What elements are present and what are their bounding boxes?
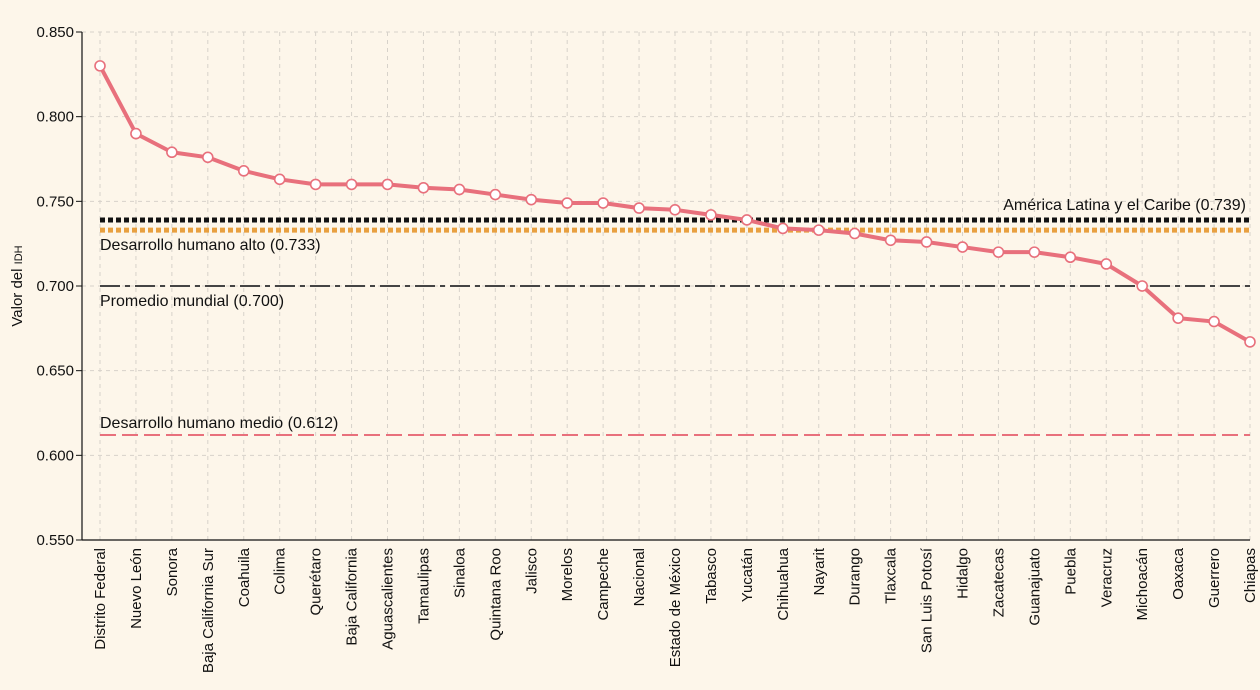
x-tick-label: Querétaro: [308, 548, 325, 616]
x-tick-label: Puebla: [1062, 547, 1079, 594]
data-point: [489, 188, 502, 201]
x-tick-label: Nuevo León: [128, 548, 145, 629]
data-point: [956, 241, 969, 253]
y-tick-label: 0.600: [36, 447, 74, 464]
x-tick-label: Campeche: [595, 548, 612, 621]
data-point: [1100, 258, 1113, 270]
y-tick-label: 0.700: [36, 278, 74, 295]
x-tick-label: Baja California Sur: [200, 548, 217, 673]
x-tick-label: Yucatán: [739, 548, 756, 602]
data-point: [309, 178, 322, 191]
data-point: [992, 246, 1005, 258]
data-point: [741, 214, 753, 226]
x-tick-label: Jalisco: [523, 548, 540, 594]
x-tick-label: Chihuahua: [775, 547, 792, 620]
data-point: [273, 173, 286, 186]
reference-line-label: Desarrollo humano medio (0.612): [100, 415, 338, 432]
series: [94, 60, 1256, 348]
data-point: [1208, 315, 1220, 328]
x-tick-label: Sonora: [164, 547, 181, 596]
reference-line-label: América Latina y el Caribe (0.739): [1003, 197, 1246, 214]
data-point: [1028, 246, 1041, 258]
x-tick-label: Sinaloa: [451, 547, 468, 598]
x-tick-label: Zacatecas: [990, 548, 1007, 617]
x-tick-label: Nacional: [631, 548, 648, 606]
y-tick-label: 0.800: [36, 109, 74, 126]
data-point: [1244, 336, 1256, 348]
y-tick-label: 0.850: [36, 24, 74, 41]
data-point: [381, 178, 394, 191]
data-point: [561, 197, 573, 209]
y-axis-title-main: Valor del: [9, 264, 26, 326]
x-tick-label: Guerrero: [1206, 548, 1223, 608]
x-tick-label: Coahuila: [236, 547, 253, 607]
data-point: [237, 165, 250, 177]
data-point: [777, 222, 789, 235]
data-point: [166, 146, 178, 159]
reference-line-label: Promedio mundial (0.700): [100, 293, 284, 310]
x-tick-label: Baja California: [344, 547, 361, 645]
axes: 0.550 0.600 0.650 0.700 0.750 0.800 0.850 Distr…: [36, 24, 1259, 673]
data-point: [130, 127, 142, 140]
x-tick-label: Tlaxcala: [883, 547, 900, 604]
data-point: [812, 224, 825, 236]
x-tick-label: Guanajuato: [1026, 548, 1043, 626]
y-tick-label: 0.650: [36, 363, 74, 380]
data-point: [1064, 251, 1077, 264]
x-tick-label: Morelos: [559, 548, 576, 601]
y-tick-label: 0.550: [36, 532, 74, 549]
reference-line-label: Desarrollo humano alto (0.733): [100, 237, 321, 254]
data-point: [94, 60, 106, 72]
data-point: [669, 204, 681, 216]
data-point: [705, 209, 717, 221]
data-point: [633, 202, 645, 214]
x-tick-label: Durango: [847, 548, 864, 606]
x-tick-label: Quintana Roo: [487, 548, 504, 641]
x-tick-label: Estado de México: [667, 548, 684, 667]
data-point: [417, 181, 430, 194]
data-point: [345, 178, 358, 191]
data-point: [1136, 280, 1148, 292]
x-tick-label: Michoacán: [1134, 548, 1151, 621]
x-tick-label: Tabasco: [703, 548, 720, 604]
data-point: [202, 151, 214, 164]
x-tick-label: Nayarit: [811, 547, 828, 595]
data-point: [848, 227, 861, 240]
x-tick-label: Distrito Federal: [92, 548, 109, 650]
x-tick-label: Tamaulipas: [415, 548, 432, 624]
y-tick-label: 0.750: [36, 193, 74, 210]
data-point: [884, 234, 897, 247]
data-point: [1172, 312, 1184, 324]
y-axis-title: Valor del IDH: [9, 245, 26, 326]
reference-lines: [100, 217, 1250, 437]
labels: América Latina y el Caribe (0.739) Desarr…: [100, 197, 1246, 432]
y-axis-title-smallcaps: IDH: [13, 245, 25, 264]
x-tick-label: Aguascalientes: [380, 548, 397, 650]
x-tick-label: Hidalgo: [955, 548, 972, 599]
x-tick-label: Chiapas: [1242, 548, 1259, 603]
x-tick-label: San Luis Potosí: [919, 547, 936, 653]
data-point: [525, 193, 538, 206]
data-point: [597, 197, 609, 209]
x-tick-label: Colima: [272, 547, 289, 594]
x-tick-label: Veracruz: [1098, 548, 1115, 607]
data-point: [453, 183, 466, 196]
x-tick-label: Oaxaca: [1170, 547, 1187, 599]
data-point: [920, 236, 933, 248]
